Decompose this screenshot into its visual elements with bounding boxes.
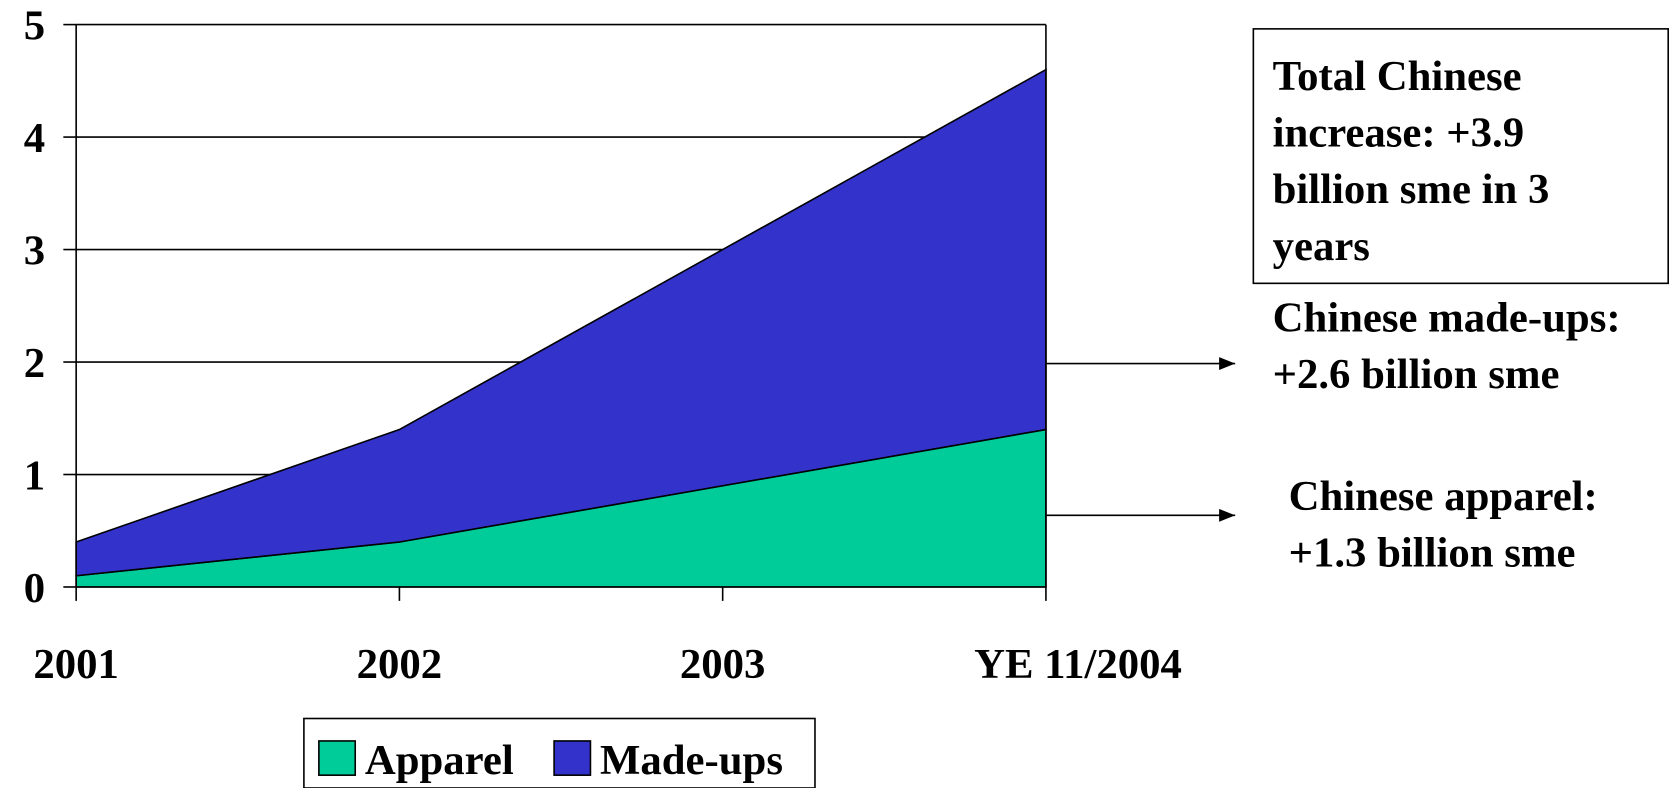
annotation: billion sme in 3	[1273, 166, 1550, 213]
y-tick-label: 5	[24, 3, 45, 50]
annotation-box	[1252, 28, 1670, 285]
legend-label: Apparel	[365, 737, 514, 784]
annotation: +1.3 billion sme	[1289, 530, 1576, 577]
y-tick-label: 0	[24, 565, 45, 612]
annotation: Chinese made-ups:	[1273, 294, 1621, 341]
y-tick-label: 4	[24, 115, 45, 162]
y-tick-label: 2	[24, 340, 45, 387]
annotation: +2.6 billion sme	[1273, 351, 1560, 398]
y-tick-label: 3	[24, 228, 45, 275]
annotation: Chinese apparel:	[1289, 473, 1598, 520]
y-tick-label: 1	[24, 452, 45, 499]
legend-label: Made-ups	[600, 737, 783, 784]
x-tick-label: 2003	[680, 641, 766, 688]
legend-swatch	[553, 740, 592, 776]
annotation: Total Chinese	[1273, 53, 1522, 100]
x-tick-label: 2002	[357, 641, 443, 688]
legend-swatch	[318, 740, 357, 776]
x-tick-label: 2001	[33, 641, 119, 688]
annotation: years	[1273, 223, 1370, 270]
x-tick-label: YE 11/2004	[974, 641, 1182, 688]
annotation: increase: +3.9	[1273, 109, 1525, 156]
